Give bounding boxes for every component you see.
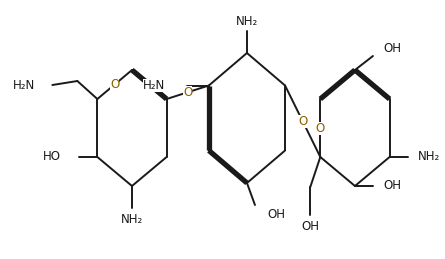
Text: NH₂: NH₂ bbox=[121, 213, 143, 226]
Text: O: O bbox=[298, 115, 307, 128]
Text: NH₂: NH₂ bbox=[236, 15, 258, 27]
Text: O: O bbox=[183, 86, 192, 99]
Text: OH: OH bbox=[383, 41, 401, 54]
Text: O: O bbox=[316, 121, 325, 134]
Text: HO: HO bbox=[43, 150, 61, 163]
Text: O: O bbox=[110, 78, 119, 91]
Text: OH: OH bbox=[301, 220, 320, 233]
Text: OH: OH bbox=[267, 208, 285, 221]
Text: NH₂: NH₂ bbox=[417, 150, 440, 163]
Text: H₂N: H₂N bbox=[13, 78, 35, 91]
Text: OH: OH bbox=[383, 179, 401, 192]
Text: H₂N: H₂N bbox=[142, 79, 165, 92]
